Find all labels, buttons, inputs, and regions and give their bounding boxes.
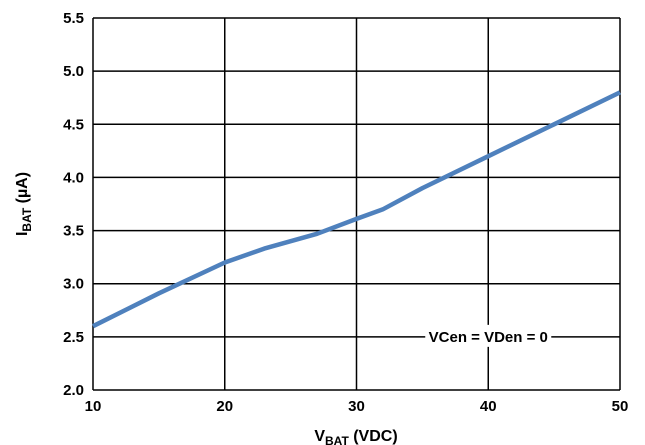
x-tick-labels: 10 20 30 40 50 — [85, 398, 629, 415]
annotation-background — [425, 324, 552, 347]
y-tick-label: 2.5 — [63, 329, 84, 346]
y-tick-label: 4.0 — [63, 169, 84, 186]
y-tick-labels: 2.0 2.5 3.0 3.5 4.0 4.5 5.0 5.5 — [63, 10, 84, 399]
x-tick-label: 40 — [480, 398, 497, 415]
x-tick-label: 30 — [348, 398, 365, 415]
x-tick-label: 20 — [216, 398, 233, 415]
y-axis-title: IBAT (µA) — [14, 172, 34, 236]
y-tick-label: 3.5 — [63, 223, 84, 240]
y-tick-label: 5.5 — [63, 10, 84, 27]
series-layer — [91, 90, 621, 329]
y-tick-label: 4.5 — [63, 116, 84, 133]
annotation-layer: VCen = VDen = 0 — [425, 324, 552, 347]
annotation-label: VCen = VDen = 0 — [429, 329, 548, 346]
x-tick-label: 50 — [612, 398, 629, 415]
x-axis-title: VBAT (VDC) — [314, 428, 397, 445]
y-tick-label: 3.0 — [63, 276, 84, 293]
x-tick-label: 10 — [85, 398, 102, 415]
series-line — [91, 90, 621, 329]
y-tick-label: 2.0 — [63, 382, 84, 399]
y-tick-label: 5.0 — [63, 63, 84, 80]
